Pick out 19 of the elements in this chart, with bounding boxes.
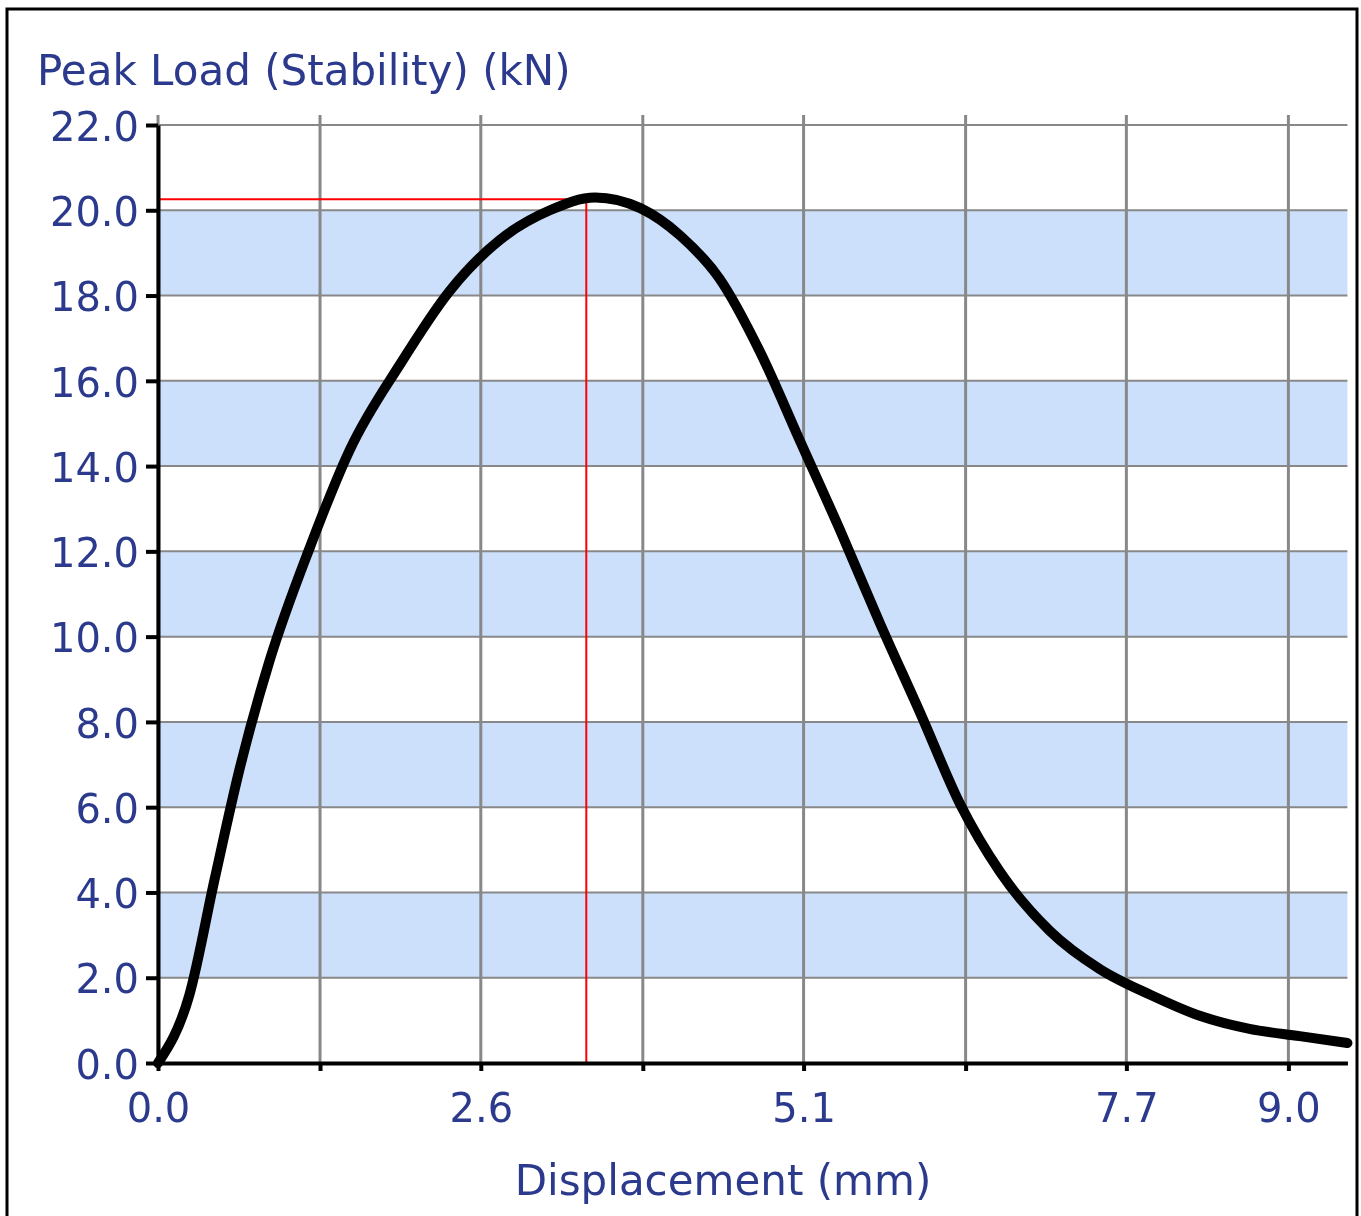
y-tick-label: 14.0 [49, 444, 139, 491]
x-axis-title: Displacement (mm) [514, 1156, 932, 1205]
y-tick-label: 12.0 [49, 530, 139, 577]
x-tick-label: 9.0 [1257, 1085, 1321, 1131]
y-tick-label: 10.0 [49, 615, 139, 662]
x-tick-label: 2.6 [449, 1085, 514, 1131]
y-tick-label: 20.0 [49, 188, 139, 235]
chart-title: Peak Load (Stability) (kN) [37, 46, 571, 95]
y-tick-label: 6.0 [75, 785, 139, 832]
y-tick-label: 4.0 [75, 871, 139, 918]
y-tick-label: 22.0 [49, 103, 139, 150]
y-tick-label: 0.0 [75, 1041, 139, 1088]
x-tick-label: 5.1 [772, 1085, 836, 1131]
y-tick-label: 18.0 [49, 274, 139, 321]
y-tick-label: 2.0 [75, 956, 139, 1003]
x-tick-label: 7.7 [1095, 1085, 1159, 1131]
x-tick-label: 0.0 [126, 1085, 191, 1131]
y-tick-label: 8.0 [75, 700, 139, 747]
y-tick-label: 16.0 [49, 359, 139, 406]
